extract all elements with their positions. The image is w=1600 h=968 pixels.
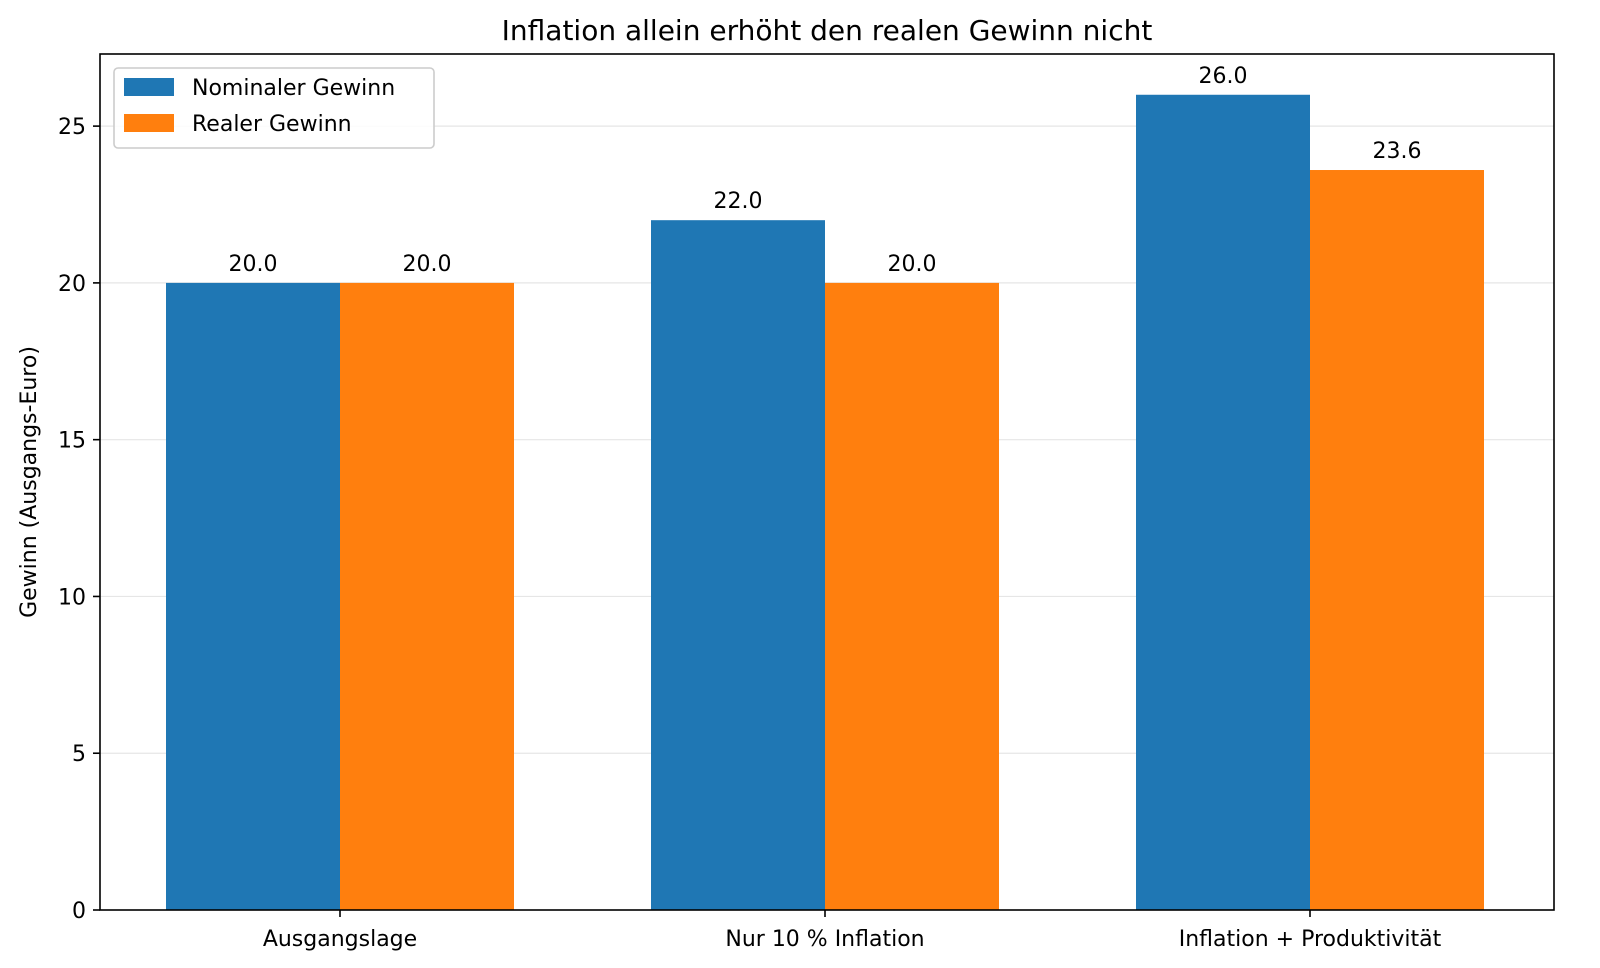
legend-label: Nominaler Gewinn — [192, 76, 395, 101]
x-axis: Ausgangslage Nur 10 % Inflation Inflation … — [263, 910, 1442, 952]
bar-real — [340, 282, 514, 910]
x-tick-label: Inflation + Produktivität — [1179, 927, 1442, 952]
data-labels: 20.0 20.0 22.0 20.0 26.0 23.6 — [229, 64, 1422, 277]
x-tick-label: Nur 10 % Inflation — [725, 927, 924, 952]
legend-swatch — [124, 78, 174, 96]
legend-label: Realer Gewinn — [192, 112, 352, 137]
x-tick-label: Ausgangslage — [263, 927, 417, 952]
y-axis-label: Gewinn (Ausgangs-Euro) — [17, 346, 42, 618]
data-label: 26.0 — [1199, 64, 1248, 89]
bar-real — [1310, 170, 1484, 910]
bar-real — [825, 282, 999, 910]
legend-swatch — [124, 114, 174, 132]
data-label: 22.0 — [714, 189, 763, 214]
y-axis: 0 5 10 15 20 25 — [58, 115, 100, 924]
bar-nominal — [166, 282, 340, 910]
y-tick-label: 0 — [72, 899, 86, 924]
bars — [166, 94, 1484, 910]
y-tick-label: 5 — [72, 742, 86, 767]
data-label: 23.6 — [1373, 139, 1422, 164]
bar-nominal — [1136, 94, 1310, 910]
bar-nominal — [651, 220, 825, 910]
y-tick-label: 10 — [58, 585, 86, 610]
y-tick-label: 20 — [58, 272, 86, 297]
plot-frame — [99, 53, 1555, 911]
data-label: 20.0 — [888, 252, 937, 277]
y-tick-label: 25 — [58, 115, 86, 140]
chart-title: Inflation allein erhöht den realen Gewin… — [502, 14, 1153, 47]
y-tick-label: 15 — [58, 429, 86, 454]
data-label: 20.0 — [403, 252, 452, 277]
legend-box — [113, 67, 435, 149]
data-label: 20.0 — [229, 252, 278, 277]
legend: Nominaler Gewinn Realer Gewinn — [113, 67, 435, 149]
